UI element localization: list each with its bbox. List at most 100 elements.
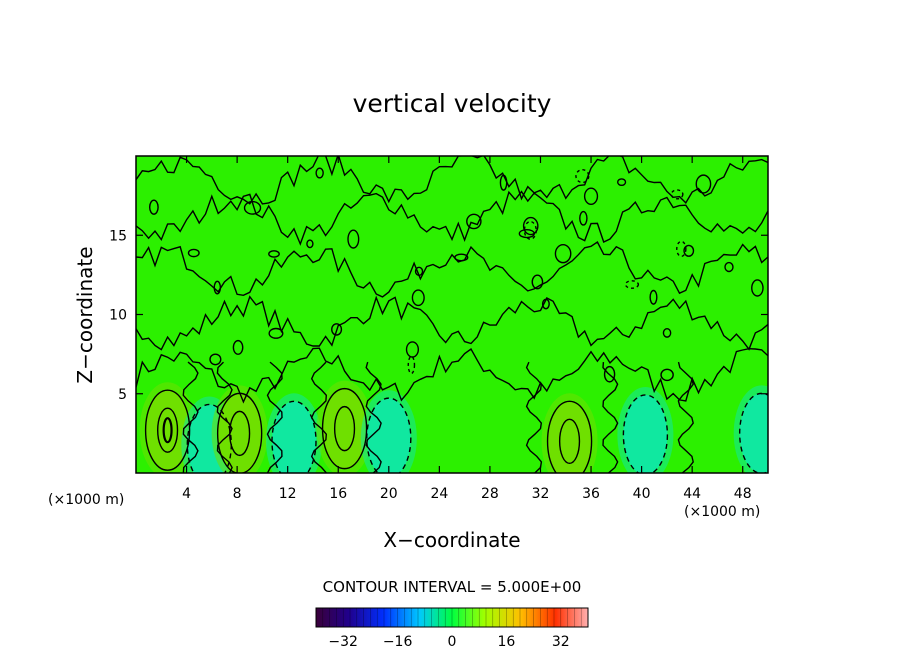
contour-blob: [213, 280, 222, 295]
x-tick-label: 8: [233, 486, 242, 502]
zero-contour: [310, 361, 328, 473]
x-tick-label: 44: [683, 486, 701, 502]
x-tick-label: 20: [380, 486, 398, 502]
zero-contour: [677, 361, 694, 473]
contour-line: [136, 347, 768, 404]
contour-lines: [136, 156, 768, 473]
colorbar-tick-label: 0: [448, 634, 457, 650]
contour-blob: [411, 289, 425, 307]
y-tick-label: 10: [109, 308, 127, 324]
contour-blob: [579, 210, 588, 226]
contour-blob: [306, 239, 314, 249]
contour-blob: [518, 228, 535, 239]
downdraft-core: [272, 401, 316, 473]
contour-blob: [232, 339, 244, 355]
contour-blob: [575, 168, 590, 184]
contour-blob: [268, 327, 284, 339]
y-axis-label: Z−coordinate: [73, 246, 97, 383]
contour-blob: [268, 250, 280, 258]
colorbar-tick-label: −16: [383, 634, 413, 650]
zero-contour: [365, 361, 382, 473]
velocity-field: [136, 156, 768, 473]
contour-blob: [499, 174, 508, 191]
contour-blob: [407, 355, 416, 375]
contour-blob: [724, 261, 734, 273]
x-tick-label: 16: [329, 486, 347, 502]
contour-blob: [670, 189, 684, 200]
contour-line: [136, 190, 768, 246]
chart-title: vertical velocity: [353, 89, 552, 118]
contour-blob: [554, 243, 572, 264]
x-axis-label: X−coordinate: [383, 528, 520, 552]
updraft-core: [322, 388, 367, 469]
x-tick-label: 12: [279, 486, 297, 502]
x-tick-label: 28: [481, 486, 499, 502]
field-features: [139, 380, 768, 473]
updraft-contour: [546, 400, 593, 473]
contour-blob: [522, 216, 539, 236]
x-tick-label: 4: [182, 486, 191, 502]
colorbar-segments: [322, 608, 582, 627]
downdraft-core: [366, 398, 411, 473]
zero-contour: [525, 361, 543, 473]
colorbar-tick-label: −32: [328, 634, 358, 650]
zero-contour: [182, 361, 199, 473]
contour-blob: [187, 248, 200, 258]
contour-blob: [531, 274, 544, 290]
contour-interval-label: CONTOUR INTERVAL = 5.000E+00: [323, 578, 582, 596]
contour-blob: [583, 187, 599, 206]
contour-line: [136, 240, 768, 298]
updraft-inner-contour: [157, 407, 179, 453]
contour-blob: [315, 167, 324, 179]
updraft-inner-contour: [558, 418, 581, 464]
y-axis-ticks: 5 10 15: [109, 228, 768, 403]
colorbar-tick-label: 32: [552, 634, 570, 650]
contour-blob: [331, 323, 343, 336]
updraft-core: [547, 401, 592, 473]
contour-blob: [603, 365, 616, 383]
contour-blob: [405, 341, 420, 358]
downdraft-core: [623, 394, 668, 473]
updraft-contour: [321, 387, 368, 470]
contour-blob: [243, 200, 262, 215]
x-axis-ticks: 4 8 12 16 20 24 28 32 36 40 44 48: [182, 156, 752, 502]
zero-contour: [266, 361, 283, 473]
contour-blob: [624, 280, 640, 289]
updraft-core: [145, 390, 190, 471]
contour-blob: [660, 368, 674, 382]
y-tick-label: 5: [118, 387, 127, 403]
contour-blob: [466, 213, 482, 230]
updraft-core: [217, 393, 262, 473]
contour-blob: [751, 279, 764, 297]
contour-blob: [454, 253, 469, 262]
contour-blob: [683, 244, 695, 257]
updraft-contour: [144, 389, 191, 471]
contour-blob: [617, 178, 627, 187]
x-unit-left: (×1000 m): [48, 492, 124, 508]
x-tick-label: 36: [582, 486, 600, 502]
x-tick-label: 24: [430, 486, 448, 502]
updraft-peak-contour: [162, 417, 173, 444]
contour-blob: [541, 298, 550, 310]
y-tick-label: 15: [109, 228, 127, 244]
zero-contour: [602, 362, 619, 473]
updraft-inner-contour: [333, 405, 356, 452]
downdraft-contour: [366, 397, 412, 473]
contour-line: [136, 156, 768, 205]
x-tick-label: 32: [532, 486, 550, 502]
contour-blob: [414, 266, 424, 277]
contour-blob: [662, 327, 672, 338]
contour-blob: [695, 174, 712, 194]
zero-contour: [216, 361, 233, 473]
colorbar-ticks: −32 −16 0 16 32: [328, 634, 569, 650]
contour-blob: [676, 240, 687, 258]
x-tick-label: 40: [633, 486, 651, 502]
downdraft-core: [739, 393, 768, 473]
x-unit-right: (×1000 m): [684, 504, 760, 520]
contour-blob: [649, 289, 658, 305]
contour-blob: [148, 199, 159, 215]
contour-blob: [209, 353, 222, 366]
contour-blob: [347, 229, 360, 249]
colorbar-tick-label: 16: [497, 634, 515, 650]
